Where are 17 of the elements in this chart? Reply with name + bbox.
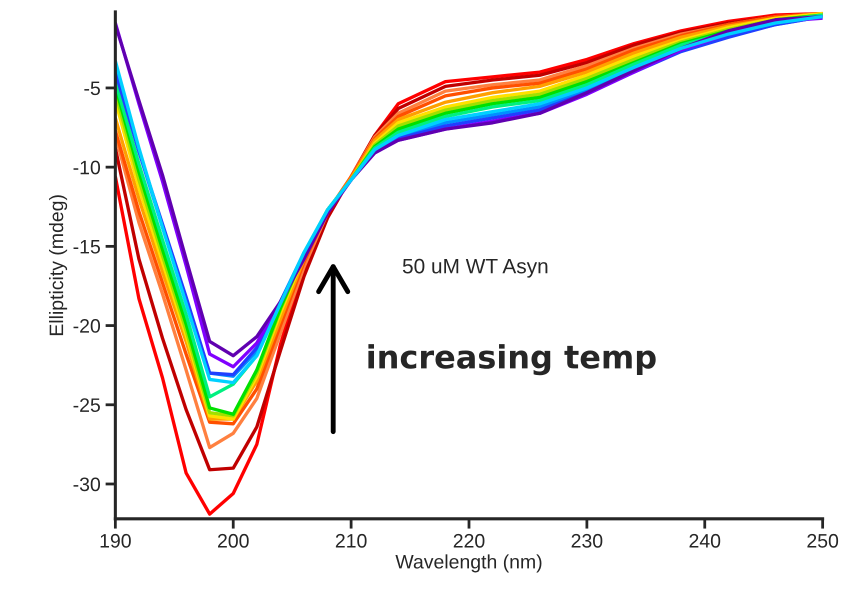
y-tick-label: -25 [74, 398, 100, 412]
x-tick-label: 200 [218, 534, 249, 548]
x-tick-label: 190 [100, 534, 131, 548]
y-tick-label: -20 [74, 319, 100, 333]
x-axis-title: Wavelength (nm) [395, 554, 542, 572]
y-axis-title: Ellipticity (mdeg) [48, 195, 68, 336]
y-tick-label: -5 [84, 82, 100, 96]
x-tick-label: 210 [336, 534, 367, 548]
y-tick-label: -30 [74, 477, 100, 492]
annotation: increasing temp [368, 344, 656, 376]
x-tick-label: 250 [807, 534, 838, 548]
annotation: 50 uM WT Asyn [402, 258, 548, 278]
y-tick-label: -15 [74, 240, 100, 254]
x-tick-label: 240 [690, 534, 720, 548]
x-tick-label: 220 [454, 534, 484, 548]
y-tick-label: -10 [74, 160, 100, 174]
x-tick-label: 230 [572, 534, 602, 548]
